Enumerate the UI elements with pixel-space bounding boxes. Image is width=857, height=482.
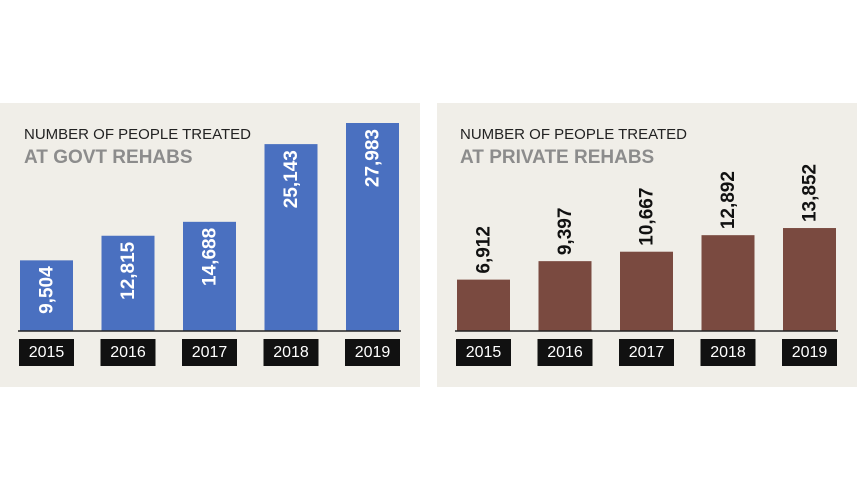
x-tick-label: 2018 bbox=[273, 344, 309, 361]
bar bbox=[264, 144, 318, 331]
x-tick-label: 2019 bbox=[792, 344, 828, 361]
year-box bbox=[456, 339, 511, 366]
x-tick-label: 2019 bbox=[355, 344, 391, 361]
bar bbox=[101, 235, 155, 331]
bar bbox=[20, 260, 73, 331]
x-tick-label: 2017 bbox=[192, 344, 228, 361]
bar bbox=[457, 279, 510, 331]
x-tick-label: 2016 bbox=[110, 344, 146, 361]
x-tick-label: 2017 bbox=[629, 344, 665, 361]
chart-title: NUMBER OF PEOPLE TREATED bbox=[460, 126, 687, 143]
data-label: 27,983 bbox=[363, 129, 384, 187]
x-tick-label: 2015 bbox=[466, 344, 502, 361]
year-box bbox=[345, 339, 400, 366]
x-tick-label: 2016 bbox=[547, 344, 583, 361]
year-box bbox=[619, 339, 674, 366]
bar bbox=[701, 235, 755, 331]
bar bbox=[620, 251, 673, 331]
bar bbox=[538, 261, 592, 331]
year-box bbox=[19, 339, 74, 366]
data-label: 13,852 bbox=[800, 164, 821, 222]
data-label: 14,688 bbox=[200, 228, 221, 286]
x-tick-label: 2015 bbox=[29, 344, 65, 361]
bar bbox=[346, 123, 399, 331]
data-label: 12,815 bbox=[118, 241, 139, 300]
chart-subtitle: AT PRIVATE REHABS bbox=[460, 147, 654, 168]
data-label: 12,892 bbox=[718, 171, 739, 229]
x-tick-label: 2018 bbox=[710, 344, 746, 361]
data-label: 25,143 bbox=[281, 150, 302, 208]
year-box bbox=[782, 339, 837, 366]
data-label: 6,912 bbox=[474, 226, 495, 274]
year-box bbox=[182, 339, 237, 366]
chart-title: NUMBER OF PEOPLE TREATED bbox=[24, 126, 251, 143]
year-box bbox=[537, 339, 593, 366]
year-box bbox=[100, 339, 156, 366]
year-box bbox=[700, 339, 756, 366]
data-label: 9,397 bbox=[555, 208, 576, 256]
year-box bbox=[263, 339, 319, 366]
data-label: 9,504 bbox=[37, 266, 58, 314]
chart-subtitle: AT GOVT REHABS bbox=[24, 147, 193, 168]
bar bbox=[783, 228, 836, 331]
bar bbox=[183, 221, 236, 331]
data-label: 10,667 bbox=[637, 188, 658, 246]
